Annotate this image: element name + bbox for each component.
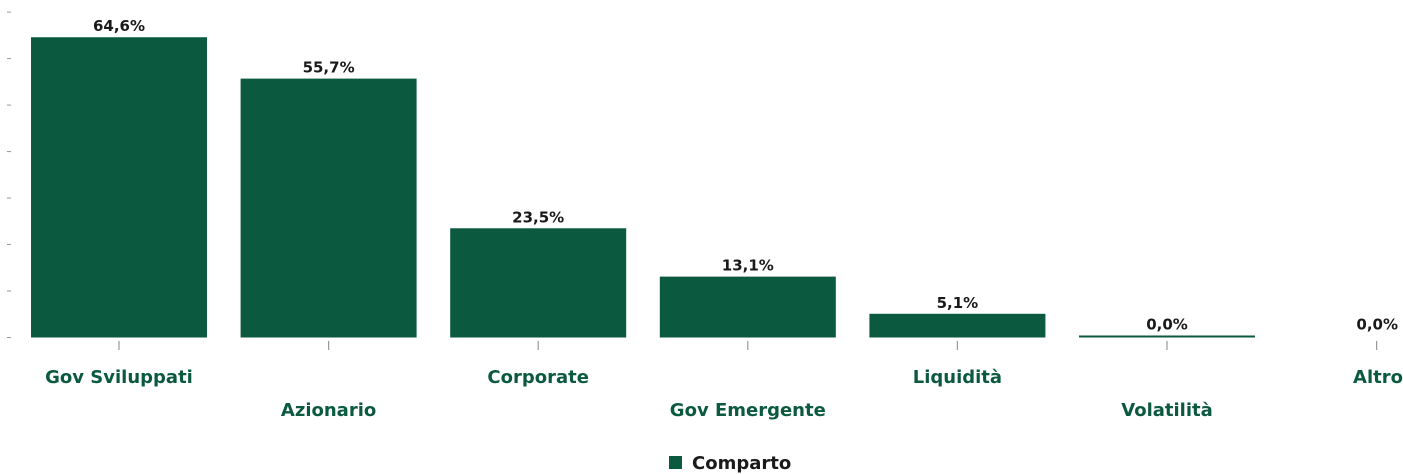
bar-4 (869, 313, 1046, 338)
bar-0 (31, 37, 207, 338)
value-label-2: 23,5% (512, 208, 564, 226)
category-label-2: Corporate (487, 367, 589, 388)
value-label-0: 64,6% (93, 17, 145, 35)
value-labels-group: 64,6% 55,7% 23,5% 13,1% 5,1% 0,0% 0,0% (93, 17, 1398, 333)
legend-swatch (669, 456, 682, 469)
value-label-1: 55,7% (303, 59, 355, 77)
value-label-6: 0,0% (1356, 316, 1398, 334)
bars-group (31, 37, 1255, 338)
value-label-5: 0,0% (1146, 316, 1188, 334)
legend-label: Comparto (692, 453, 791, 474)
value-label-3: 13,1% (722, 257, 774, 275)
value-label-4: 5,1% (937, 294, 979, 312)
bar-3 (659, 276, 836, 338)
category-label-6: Altro (1353, 367, 1403, 388)
bar-1 (240, 78, 417, 338)
y-axis-ticks (7, 11, 11, 338)
category-label-5: Volatilità (1121, 400, 1213, 421)
legend: Comparto (669, 453, 791, 474)
bar-2 (450, 228, 627, 338)
x-axis-ticks (118, 341, 1378, 350)
category-label-4: Liquidità (913, 367, 1002, 388)
category-label-3: Gov Emergente (670, 400, 826, 421)
category-label-1: Azionario (281, 400, 376, 421)
category-labels-group: Gov Sviluppati Azionario Corporate Gov Emer… (45, 367, 1403, 421)
category-label-0: Gov Sviluppati (45, 367, 193, 388)
bar-5 (1079, 335, 1255, 338)
